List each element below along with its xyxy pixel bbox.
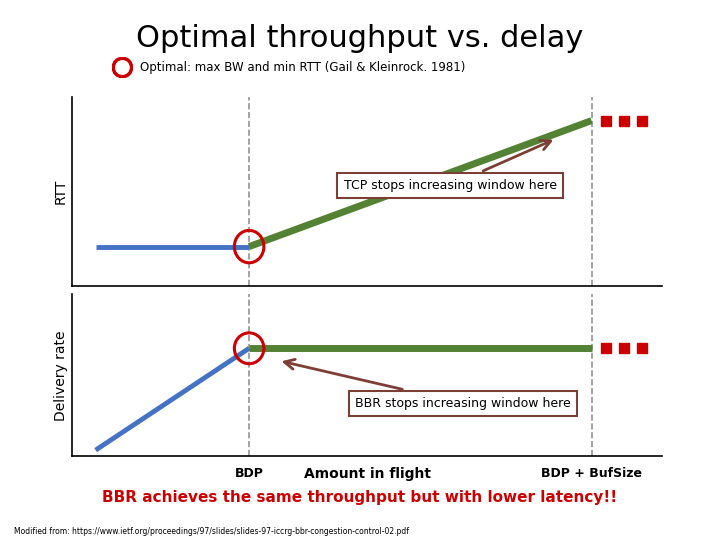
Text: BBR achieves the same throughput but with lower latency!!: BBR achieves the same throughput but wit…	[102, 490, 618, 505]
Text: BDP + BufSize: BDP + BufSize	[541, 467, 642, 480]
Text: Optimal: max BW and min RTT (Gail & Kleinrock. 1981): Optimal: max BW and min RTT (Gail & Klei…	[140, 61, 466, 74]
Text: BDP: BDP	[235, 467, 264, 480]
Text: Modified from: https://www.ietf.org/proceedings/97/slides/slides-97-iccrg-bbr-co: Modified from: https://www.ietf.org/proc…	[14, 526, 410, 536]
Text: BBR stops increasing window here: BBR stops increasing window here	[284, 359, 571, 410]
Text: Amount in flight: Amount in flight	[304, 467, 431, 481]
Text: Optimal throughput vs. delay: Optimal throughput vs. delay	[136, 24, 584, 53]
Y-axis label: RTT: RTT	[54, 179, 68, 204]
Y-axis label: Delivery rate: Delivery rate	[54, 330, 68, 421]
Text: TCP stops increasing window here: TCP stops increasing window here	[343, 140, 557, 192]
